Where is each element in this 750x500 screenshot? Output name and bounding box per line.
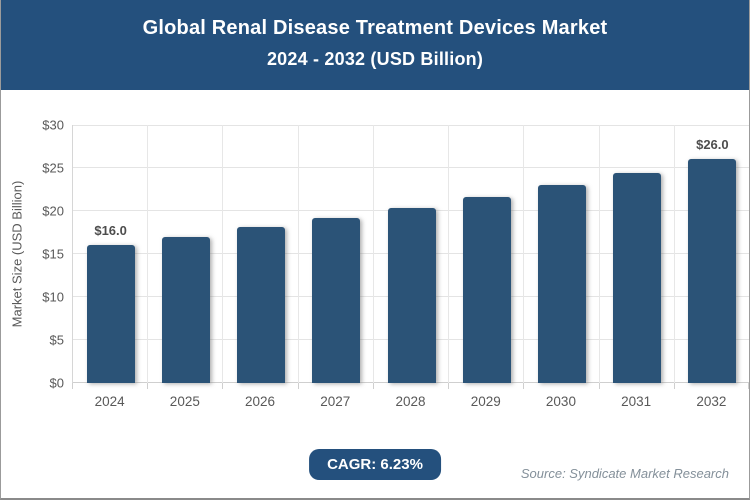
y-axis-tick-label: $20 <box>42 203 64 219</box>
v-gridline <box>147 125 149 383</box>
x-axis-tickmark <box>598 383 600 389</box>
source-text: Source: Syndicate Market Research <box>520 466 729 481</box>
x-axis-tickmark <box>673 383 675 389</box>
x-axis-label-2030: 2030 <box>545 394 576 409</box>
y-axis-tick-label: $30 <box>42 117 64 133</box>
bar-2028 <box>387 207 436 383</box>
x-axis-label-2024: 2024 <box>94 394 125 409</box>
bar-value-label-2032: $26.0 <box>696 137 729 153</box>
chart-header: Global Renal Disease Treatment Devices M… <box>1 0 749 90</box>
v-gridline <box>297 125 299 383</box>
chart-title-line2: 2024 - 2032 (USD Billion) <box>266 49 484 69</box>
v-gridline <box>598 125 600 383</box>
y-axis-tick-label: $5 <box>49 332 64 348</box>
x-axis-tickmarks <box>72 383 749 391</box>
x-axis-label-2027: 2027 <box>320 394 351 409</box>
bar-2032 <box>688 159 737 383</box>
bar-2029 <box>462 197 511 383</box>
y-axis-tick-label: $25 <box>42 160 64 176</box>
bar-2025 <box>161 236 210 383</box>
v-gridline <box>448 125 450 383</box>
bar-2031 <box>613 173 662 383</box>
bar-2030 <box>537 185 586 383</box>
v-gridline <box>372 125 374 383</box>
x-axis-label-2026: 2026 <box>245 394 276 409</box>
x-axis-label-2029: 2029 <box>470 394 501 409</box>
h-gridline <box>73 167 749 168</box>
y-axis-ticks: $0 $5 $10 $15 $20 $25 $30 <box>1 118 64 391</box>
x-axis-tickmark <box>297 383 299 389</box>
x-axis-label-2032: 2032 <box>696 394 727 409</box>
y-axis-tick-label: $0 <box>49 375 64 391</box>
plot-area: $16.0 $26.0 <box>72 125 749 383</box>
x-axis-label-2025: 2025 <box>169 394 200 409</box>
x-axis-tickmark <box>448 383 450 389</box>
x-axis-label-2031: 2031 <box>621 394 652 409</box>
h-gridline <box>73 125 749 126</box>
x-axis-tickmark <box>72 383 73 389</box>
x-axis-labels: 2024 2025 2026 2027 2028 2029 2030 2031 2032 <box>72 394 749 414</box>
v-gridline <box>523 125 525 383</box>
y-axis-tick-label: $10 <box>42 289 64 305</box>
chart-title-line1: Global Renal Disease Treatment Devices M… <box>142 17 608 39</box>
bar-value-label-2024: $16.0 <box>94 223 127 239</box>
y-axis-tick-label: $15 <box>42 246 64 262</box>
bar-2026 <box>237 227 286 383</box>
bar-2024 <box>86 245 135 383</box>
v-gridline <box>673 125 675 383</box>
x-axis-tickmark <box>147 383 149 389</box>
bar-2027 <box>312 217 361 383</box>
x-axis-tickmark <box>523 383 525 389</box>
cagr-badge: CAGR: 6.23% <box>309 449 441 480</box>
x-axis-label-2028: 2028 <box>395 394 426 409</box>
x-axis-tickmark <box>222 383 224 389</box>
x-axis-tickmark <box>748 383 749 389</box>
x-axis-tickmark <box>372 383 374 389</box>
v-gridline <box>222 125 224 383</box>
